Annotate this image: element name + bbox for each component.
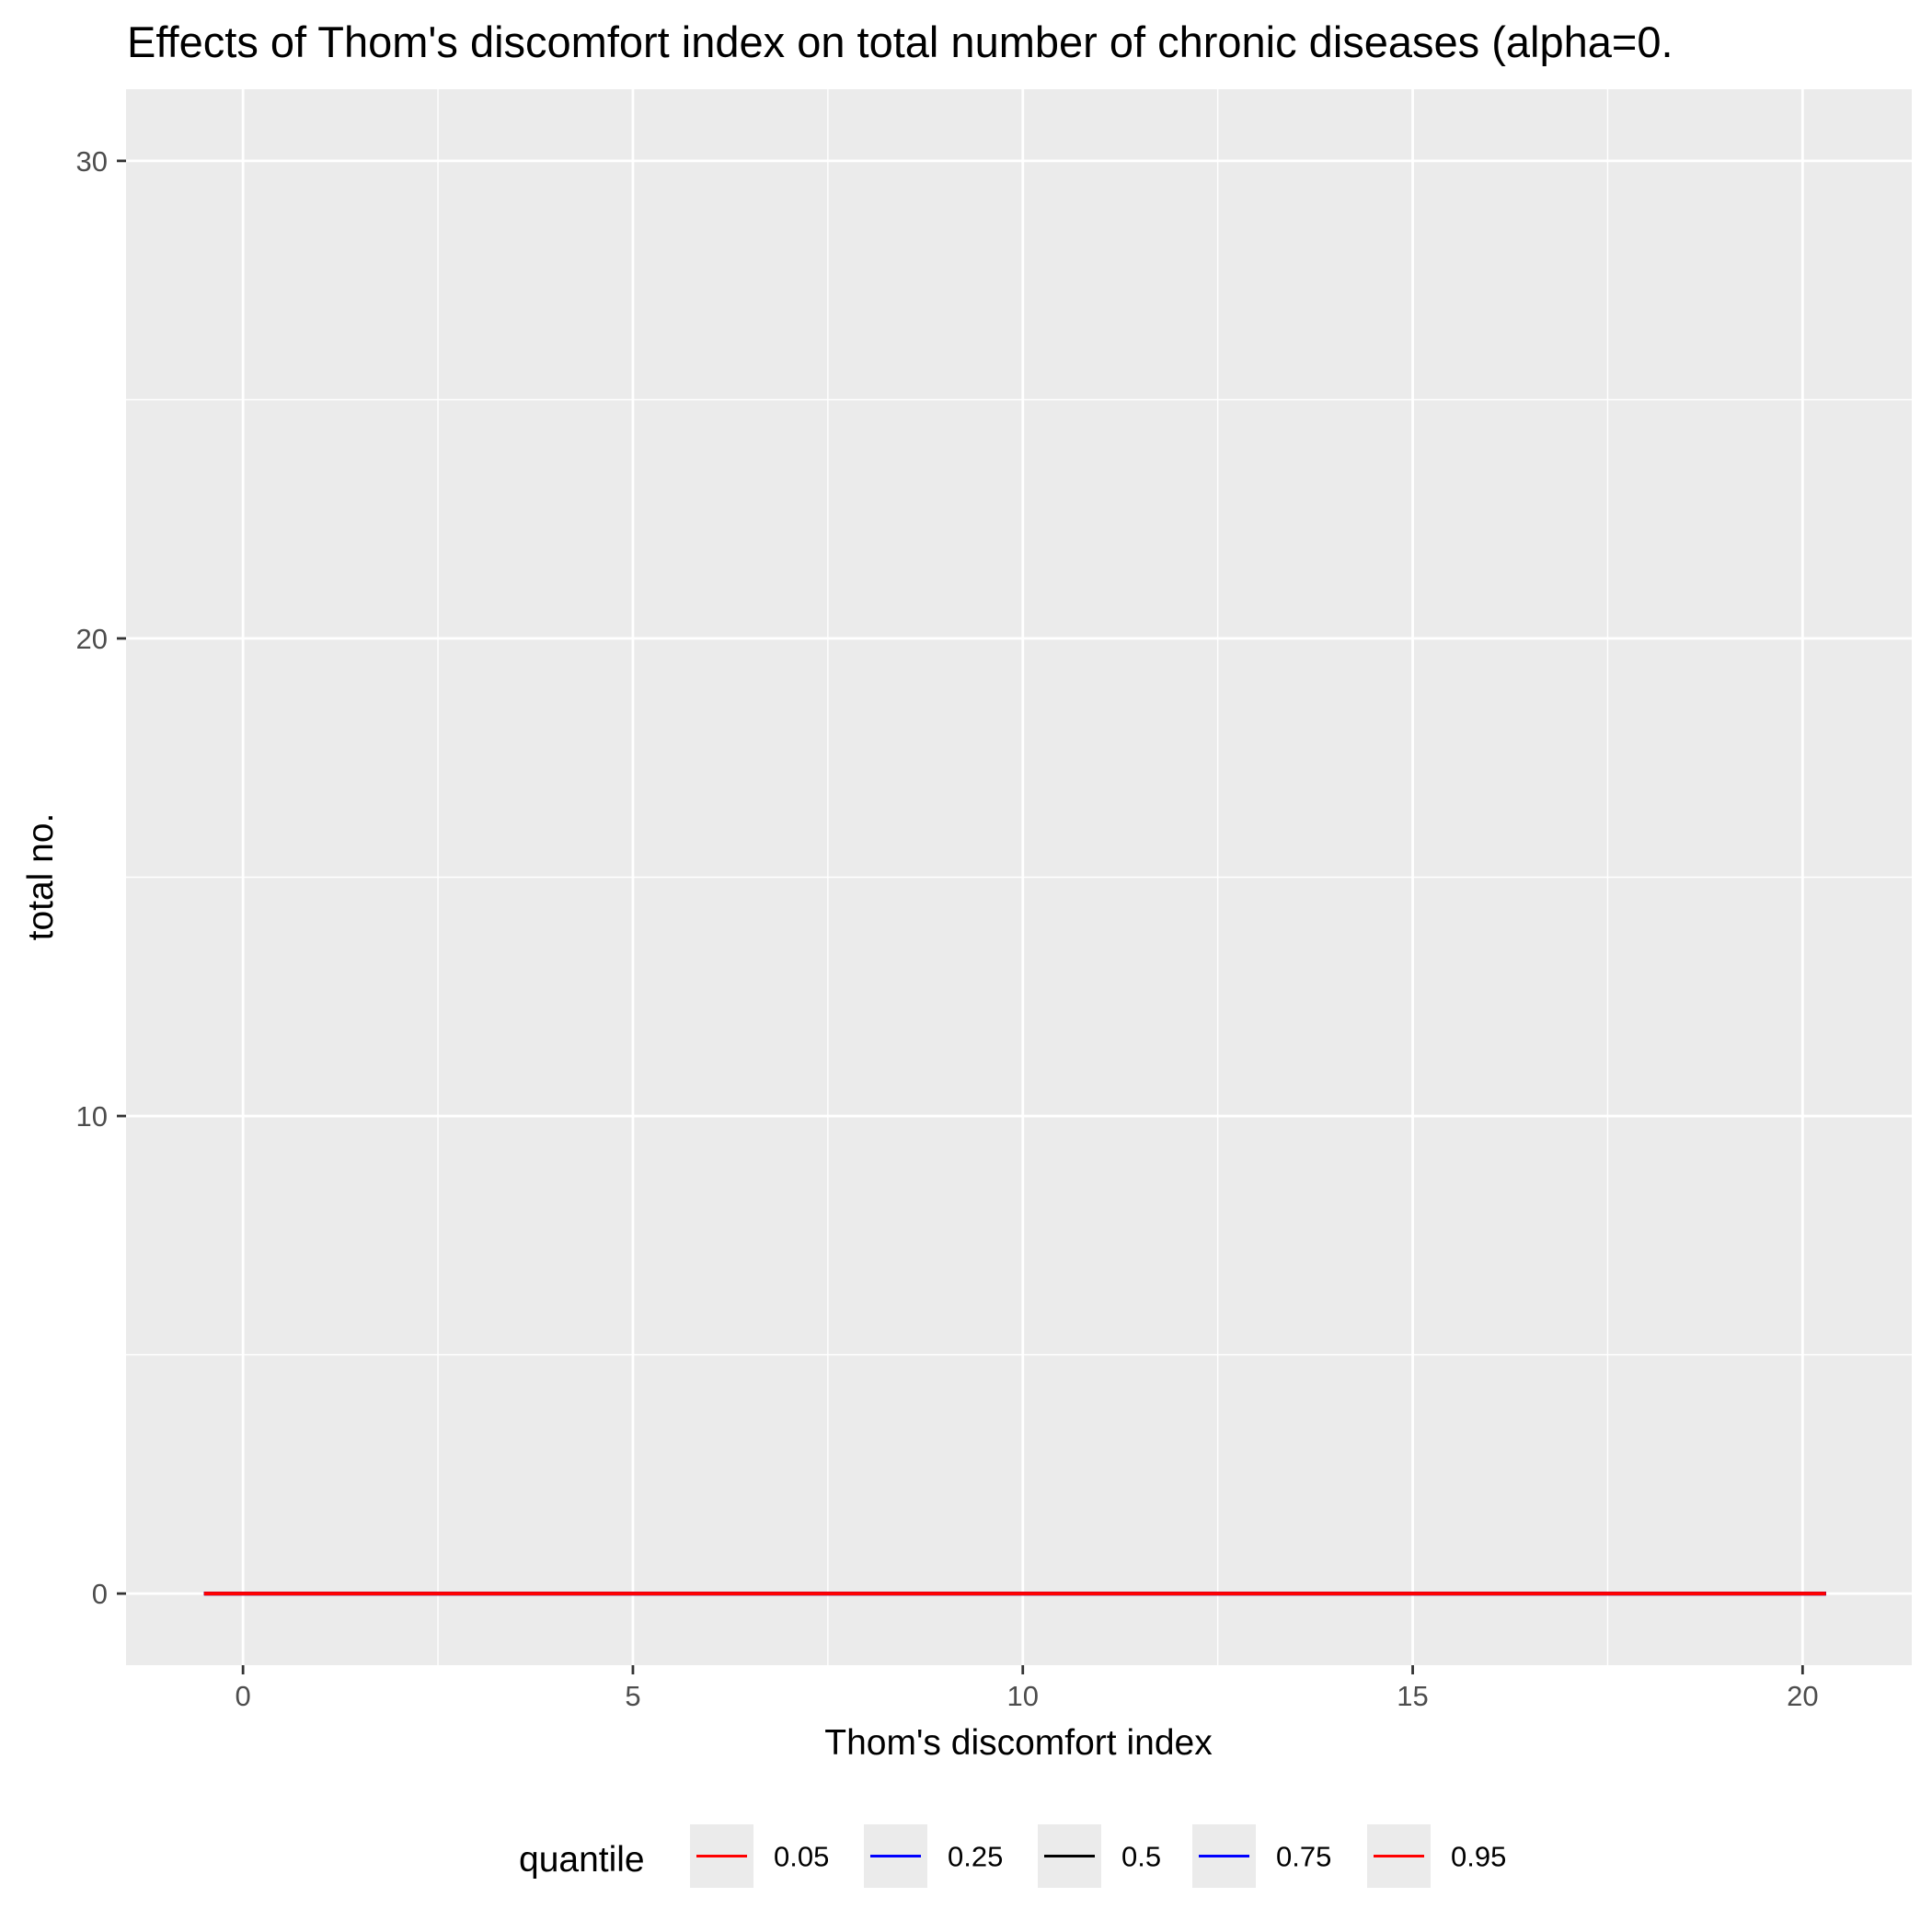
x-tick-label: 5 [625, 1680, 640, 1712]
y-tick-label: 30 [76, 145, 108, 178]
legend-label: 0.25 [948, 1841, 1003, 1873]
grid-major [126, 89, 1912, 1665]
legend-label: 0.5 [1121, 1841, 1161, 1873]
legend: quantile 0.05 0.25 0.5 0.75 0.95 [519, 1824, 1506, 1888]
x-axis: 0 5 10 15 20 [236, 1665, 1819, 1712]
legend-label: 0.05 [774, 1841, 829, 1873]
y-axis-title: total no. [21, 813, 61, 941]
y-tick-label: 10 [76, 1100, 108, 1133]
y-tick-label: 20 [76, 623, 108, 655]
legend-label: 0.75 [1276, 1841, 1331, 1873]
legend-label: 0.95 [1451, 1841, 1506, 1873]
grid-minor [126, 89, 1912, 1665]
chart-title: Effects of Thom's discomfort index on to… [127, 17, 1673, 66]
x-tick-label: 20 [1787, 1680, 1818, 1712]
x-tick-label: 10 [1006, 1680, 1038, 1712]
y-axis: 0 10 20 30 [76, 145, 126, 1610]
x-tick-label: 15 [1397, 1680, 1428, 1712]
legend-title: quantile [519, 1840, 645, 1880]
x-axis-title: Thom's discomfort index [824, 1723, 1213, 1763]
y-tick-label: 0 [92, 1578, 108, 1610]
x-tick-label: 0 [236, 1680, 251, 1712]
